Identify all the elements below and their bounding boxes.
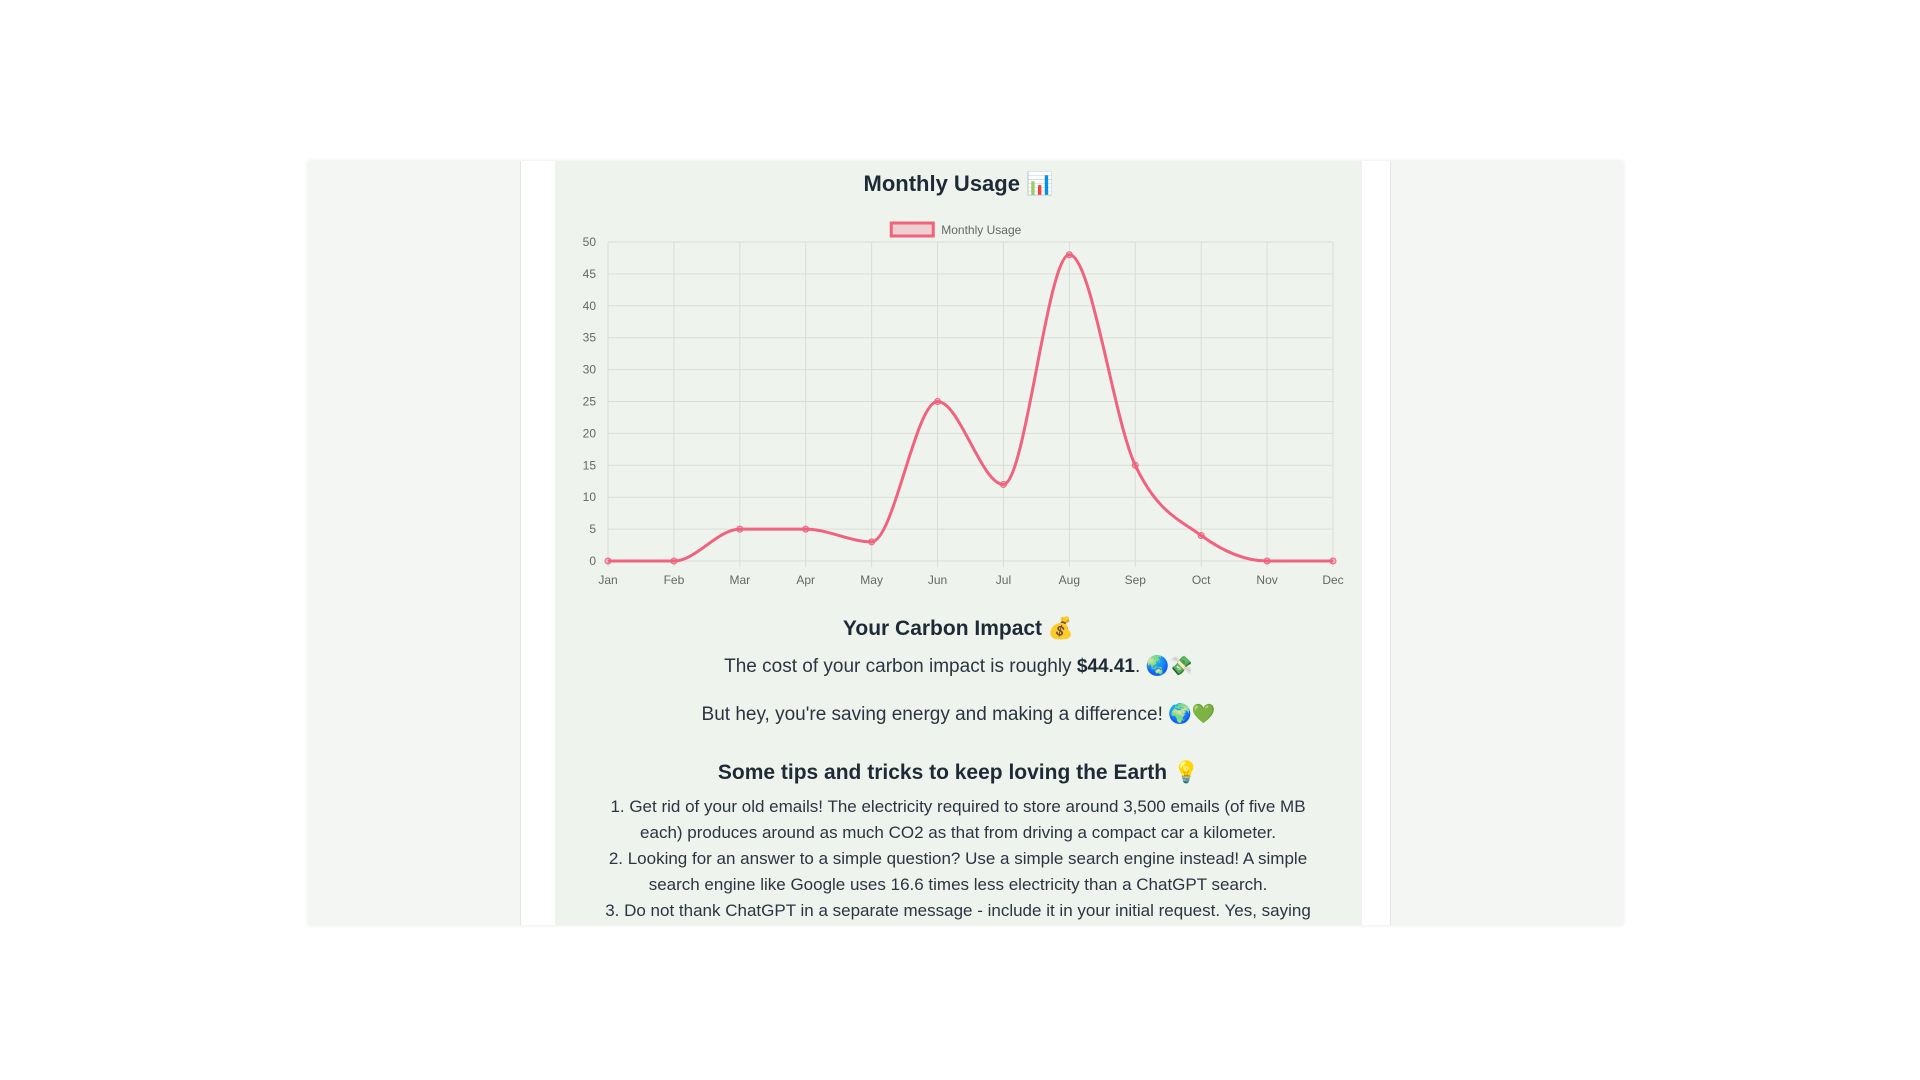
data-point (670, 557, 678, 565)
chart-title: Monthly Usage (863, 171, 1020, 196)
data-point (1131, 461, 1139, 469)
data-point (1263, 557, 1271, 565)
y-tick-label: 35 (583, 331, 597, 345)
data-point (1065, 251, 1073, 259)
cost-suffix: . (1134, 656, 1141, 677)
left-gutter (521, 161, 555, 925)
legend-swatch (889, 221, 935, 238)
left-sidebar (308, 161, 521, 925)
impact-cost-text: The cost of your carbon impact is roughl… (555, 652, 1362, 681)
x-tick-label: Feb (664, 573, 685, 587)
chart-heading: Monthly Usage 📊 (555, 169, 1362, 200)
tip-item: 2. Looking for an answer to a simple que… (608, 849, 1308, 894)
x-tick-label: Aug (1059, 573, 1080, 587)
x-tick-label: Apr (796, 573, 815, 587)
legend-label: Monthly Usage (941, 223, 1021, 237)
saving-energy-text: But hey, you're saving energy and making… (555, 700, 1362, 729)
main-panel[interactable]: Monthly Usage 📊 0 5 10 15 20 25 30 35 40 45 50 Jan F… (555, 161, 1362, 925)
x-tick-label: Jun (928, 573, 947, 587)
data-point (604, 557, 612, 565)
usage-chart-svg: 0 5 10 15 20 25 30 35 40 45 50 Jan Feb Mar Apr May Jun Ju… (583, 221, 1344, 587)
y-tick-label: 50 (583, 235, 597, 249)
light-bulb-icon: 💡 (1172, 760, 1200, 784)
x-tick-label: May (860, 573, 883, 587)
cost-value: $44.41 (1076, 656, 1135, 677)
x-tick-label: Jul (996, 573, 1011, 587)
tip-item: 3. Do not thank ChatGPT in a separate me… (605, 901, 1311, 920)
y-tick-label: 0 (589, 554, 596, 568)
x-tick-label: Dec (1322, 573, 1343, 587)
app-window: Monthly Usage 📊 0 5 10 15 20 25 30 35 40 45 50 Jan F… (308, 161, 1623, 925)
y-tick-label: 10 (583, 490, 597, 504)
y-tick-label: 45 (583, 267, 597, 281)
data-point (1329, 557, 1337, 565)
usage-chart[interactable]: 0 5 10 15 20 25 30 35 40 45 50 Jan Feb Mar Apr May Jun Ju… (555, 211, 1362, 751)
bar-chart-icon: 📊 (1026, 172, 1054, 197)
impact-title: Your Carbon Impact (842, 617, 1043, 640)
x-tick-label: Jan (598, 573, 617, 587)
tips-heading: Some tips and tricks to keep loving the … (555, 757, 1362, 788)
tip-item: 1. Get rid of your old emails! The elect… (610, 797, 1306, 842)
data-point (1197, 531, 1205, 539)
money-bag-icon: 💰 (1047, 616, 1075, 640)
y-tick-label: 30 (583, 363, 597, 377)
data-point (934, 398, 942, 405)
saving-text: But hey, you're saving energy and making… (701, 704, 1163, 725)
impact-heading: Your Carbon Impact 💰 (555, 613, 1362, 644)
x-tick-label: Mar (729, 573, 750, 587)
y-tick-label: 25 (583, 395, 597, 409)
right-sidebar (1390, 161, 1623, 925)
data-point (736, 525, 744, 533)
tips-list: 1. Get rid of your old emails! The elect… (587, 794, 1329, 924)
y-tick-label: 5 (589, 522, 596, 536)
series-line (608, 253, 1333, 563)
globe-heart-icon: 🌍💚 (1168, 703, 1216, 725)
right-gutter (1362, 161, 1391, 925)
x-tick-label: Oct (1192, 573, 1211, 587)
cost-prefix: The cost of your carbon impact is roughl… (724, 656, 1077, 677)
globe-money-icon: 🌏💸 (1145, 655, 1193, 677)
data-point (802, 525, 810, 533)
y-tick-label: 20 (583, 426, 597, 440)
x-tick-label: Sep (1125, 573, 1147, 587)
data-point (999, 480, 1007, 488)
x-tick-label: Nov (1256, 573, 1277, 587)
data-point (868, 538, 876, 546)
y-tick-label: 40 (583, 299, 597, 313)
y-tick-label: 15 (583, 458, 597, 472)
tips-title: Some tips and tricks to keep loving the … (717, 761, 1168, 784)
